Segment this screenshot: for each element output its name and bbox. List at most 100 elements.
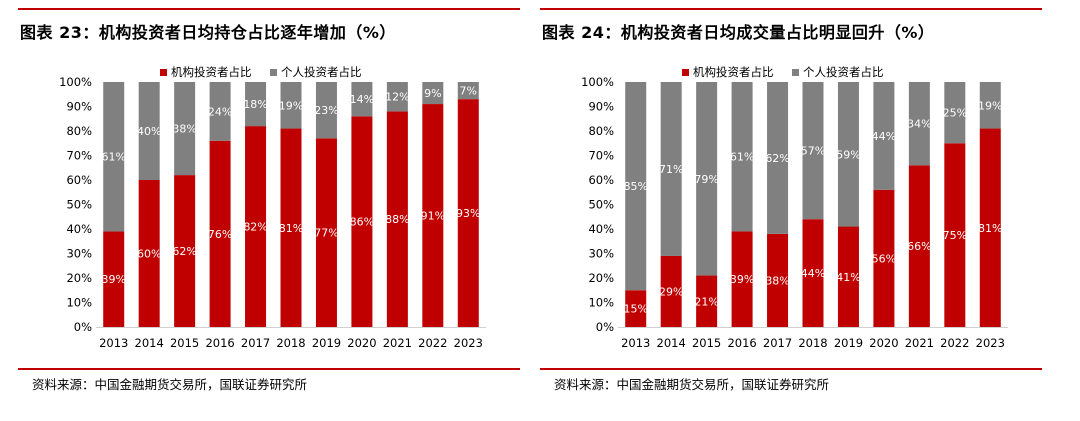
bar-institution — [245, 126, 267, 327]
x-tick-label: 2018 — [798, 336, 827, 350]
bar-individual — [979, 82, 1001, 129]
y-tick-label: 100% — [581, 75, 614, 89]
x-tick-label: 2019 — [834, 336, 863, 350]
x-tick-label: 2023 — [454, 336, 483, 350]
bar-institution — [979, 128, 1001, 327]
bar-institution — [138, 180, 160, 327]
data-label: 86% — [350, 216, 374, 229]
bar-individual — [386, 82, 408, 112]
figure-23-source: 资料来源：中国金融期货交易所，国联证券研究所 — [32, 377, 308, 392]
y-tick-label: 90% — [588, 100, 614, 114]
bar-institution — [209, 140, 231, 327]
y-tick-label: 30% — [66, 247, 92, 261]
bar-individual — [696, 82, 718, 276]
data-label: 25% — [943, 107, 967, 120]
data-label: 57% — [801, 145, 825, 158]
data-label: 76% — [208, 228, 232, 241]
bar-individual — [625, 82, 647, 291]
data-label: 56% — [872, 252, 896, 265]
bar-individual — [174, 82, 196, 176]
top-rule — [18, 8, 520, 10]
y-tick-label: 90% — [66, 100, 92, 114]
bar-individual — [422, 82, 444, 105]
data-label: 18% — [243, 98, 267, 111]
x-tick-label: 2022 — [418, 336, 447, 350]
y-tick-label: 40% — [66, 222, 92, 236]
legend-label: 机构投资者占比 — [693, 65, 774, 79]
bar-individual — [837, 82, 859, 227]
x-tick-label: 2019 — [312, 336, 341, 350]
bar-individual — [944, 82, 966, 144]
data-label: 44% — [801, 267, 825, 280]
legend-label: 个人投资者占比 — [281, 65, 362, 79]
data-label: 40% — [137, 125, 161, 138]
bar-individual — [908, 82, 930, 166]
data-label: 81% — [978, 222, 1002, 235]
y-tick-label: 70% — [66, 149, 92, 163]
data-label: 19% — [978, 99, 1002, 112]
bar-individual — [660, 82, 682, 256]
data-label: 91% — [421, 210, 445, 223]
data-label: 93% — [456, 207, 480, 220]
bar-institution — [767, 233, 789, 327]
bottom-rule — [540, 368, 1042, 370]
y-tick-label: 50% — [66, 198, 92, 212]
y-tick-label: 40% — [588, 222, 614, 236]
data-label: 61% — [730, 151, 754, 164]
bar-institution — [422, 104, 444, 327]
data-label: 75% — [943, 229, 967, 242]
bar-individual — [351, 82, 373, 117]
x-tick-label: 2014 — [657, 336, 686, 350]
bar-individual — [245, 82, 267, 127]
bar-institution — [103, 231, 125, 327]
data-label: 7% — [460, 85, 477, 98]
figure-23-title: 图表 23：机构投资者日均持仓占比逐年增加（%） — [20, 23, 396, 42]
data-label: 81% — [279, 222, 303, 235]
bar-individual — [103, 82, 125, 232]
y-tick-label: 70% — [588, 149, 614, 163]
x-tick-label: 2015 — [170, 336, 199, 350]
data-label: 19% — [279, 99, 303, 112]
bar-individual — [767, 82, 789, 234]
legend-swatch — [682, 69, 689, 76]
y-tick-label: 20% — [588, 271, 614, 285]
figure-24-source: 资料来源：中国金融期货交易所，国联证券研究所 — [554, 377, 830, 392]
x-tick-label: 2021 — [905, 336, 934, 350]
data-label: 44% — [872, 130, 896, 143]
bar-individual — [457, 82, 479, 100]
bar-institution — [174, 175, 196, 327]
data-label: 39% — [730, 273, 754, 286]
bar-institution — [280, 128, 302, 327]
figure-24-title: 图表 24：机构投资者日均成交量占比明显回升（%） — [542, 23, 935, 42]
data-label: 12% — [385, 91, 409, 104]
x-tick-label: 2017 — [763, 336, 792, 350]
legend-swatch — [270, 69, 277, 76]
bar-institution — [351, 116, 373, 327]
data-label: 60% — [137, 248, 161, 261]
y-tick-label: 50% — [588, 198, 614, 212]
bar-individual — [873, 82, 895, 190]
bar-institution — [625, 290, 647, 327]
bar-individual — [731, 82, 753, 232]
chart-24-institutional-volume: 机构投资者占比 个人投资者占比 0% 10% 20% 30% 40% 50% 60% 70% 80%… — [581, 65, 1008, 350]
y-tick-label: 20% — [66, 271, 92, 285]
x-tick-label: 2013 — [99, 336, 128, 350]
bar-institution — [944, 143, 966, 327]
y-tick-label: 60% — [588, 173, 614, 187]
bar-institution — [660, 255, 682, 327]
data-label: 77% — [314, 227, 338, 240]
figure-23-panel: 图表 23：机构投资者日均持仓占比逐年增加（%） 机构投资者占比 个人投资者占比 0… — [18, 0, 538, 421]
x-tick-label: 2018 — [276, 336, 305, 350]
x-tick-label: 2017 — [241, 336, 270, 350]
data-label: 9% — [424, 87, 441, 100]
data-label: 24% — [208, 105, 232, 118]
data-label: 62% — [172, 245, 196, 258]
data-label: 82% — [243, 221, 267, 234]
bar-institution — [873, 189, 895, 327]
bar-institution — [731, 231, 753, 327]
x-tick-label: 2022 — [940, 336, 969, 350]
legend-swatch — [160, 69, 167, 76]
bar-institution — [696, 275, 718, 327]
x-tick-label: 2023 — [976, 336, 1005, 350]
y-tick-label: 80% — [66, 124, 92, 138]
